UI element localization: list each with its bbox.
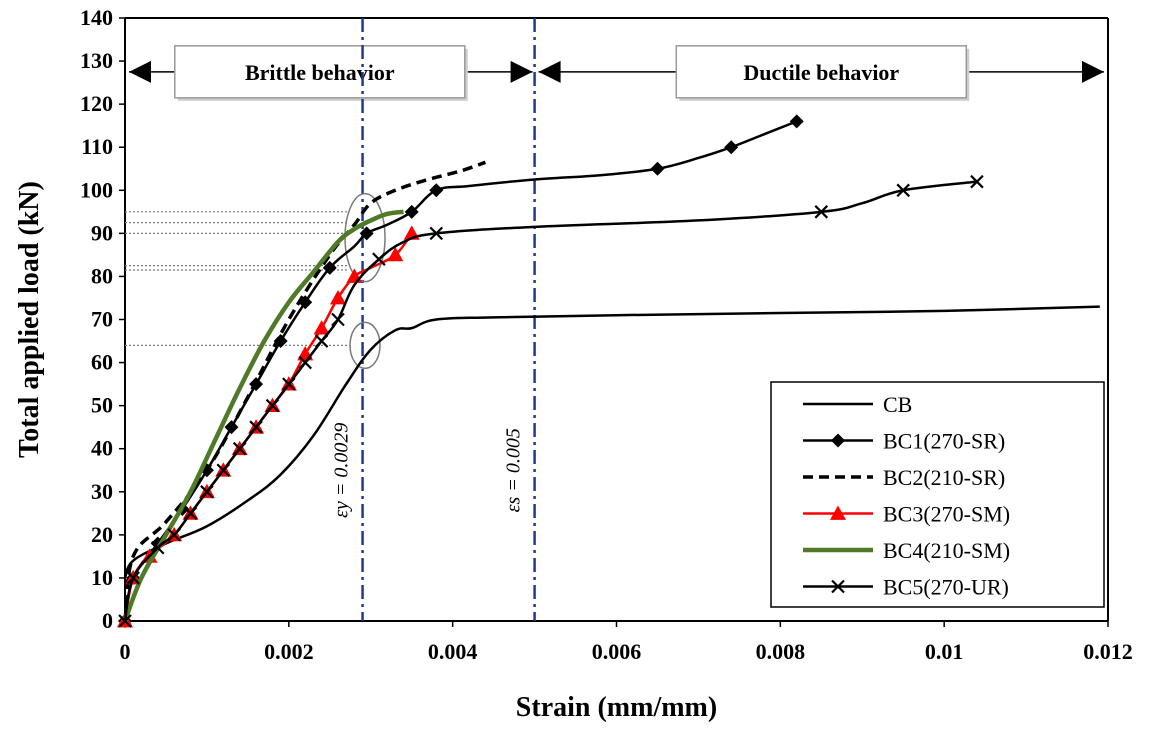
data-point xyxy=(896,183,910,198)
series-line xyxy=(123,160,487,622)
y-tick-label: 50 xyxy=(91,393,113,418)
data-point xyxy=(329,289,346,305)
legend-label: BC1(270-SR) xyxy=(883,429,1005,454)
data-point xyxy=(232,441,247,456)
region-arrow-right-icon xyxy=(1082,60,1104,83)
x-tick-label: 0.006 xyxy=(592,639,642,664)
data-point xyxy=(314,334,329,348)
y-tick-label: 90 xyxy=(91,220,113,245)
y-tick-label: 0 xyxy=(102,608,113,633)
series-bc1-270-sr- xyxy=(118,114,804,628)
x-tick-label: 0.012 xyxy=(1083,639,1133,664)
region-box xyxy=(174,45,466,99)
y-tick-label: 30 xyxy=(91,479,113,504)
data-point xyxy=(150,541,165,555)
region-label: Ductile behavior xyxy=(743,60,899,85)
data-point xyxy=(346,268,363,283)
y-tick-label: 120 xyxy=(80,91,113,116)
data-point xyxy=(183,506,198,521)
legend-box xyxy=(770,381,1105,608)
legend-label: BC4(210-SM) xyxy=(883,538,1010,563)
data-point xyxy=(724,140,739,155)
y-axis-title: Total applied load (kN) xyxy=(14,181,45,458)
data-point xyxy=(359,226,374,241)
x-tick-label: 0.01 xyxy=(925,639,964,664)
region-label: Brittle behavior xyxy=(245,60,395,85)
data-point xyxy=(126,571,140,585)
y-tick-label: 40 xyxy=(91,436,113,461)
region-box xyxy=(675,45,968,99)
data-point xyxy=(650,161,665,176)
data-point xyxy=(313,320,330,335)
data-point xyxy=(331,312,345,327)
data-point xyxy=(970,174,984,189)
x-tick-label: 0 xyxy=(120,639,131,664)
legend-label: BC5(270-UR) xyxy=(883,575,1009,600)
data-point xyxy=(249,420,263,434)
region-arrow-right-icon xyxy=(510,60,533,83)
data-point xyxy=(167,528,181,542)
series-line xyxy=(122,209,404,622)
data-point xyxy=(200,485,214,499)
series-line xyxy=(123,120,798,622)
legend-label: CB xyxy=(883,392,912,417)
x-axis-title: Strain (mm/mm) xyxy=(516,692,717,723)
data-point xyxy=(265,398,280,413)
data-point xyxy=(429,183,444,198)
x-tick-label: 0.008 xyxy=(756,639,806,664)
series-bc3-270-sm- xyxy=(117,225,420,628)
y-tick-label: 60 xyxy=(91,350,113,375)
data-point xyxy=(216,463,231,478)
y-tick-label: 80 xyxy=(91,263,113,288)
legend-label: BC2(210-SR) xyxy=(883,465,1005,490)
series-line xyxy=(123,305,1100,579)
series-line xyxy=(123,232,413,622)
y-tick-label: 10 xyxy=(91,565,113,590)
series-bc2-210-sr- xyxy=(123,160,487,622)
series-bc5-270-ur- xyxy=(118,174,984,628)
y-tick-label: 140 xyxy=(80,5,113,30)
region-arrow-left-icon xyxy=(538,60,561,83)
reference-line-label: εs = 0.005 xyxy=(503,428,525,512)
data-point xyxy=(298,355,312,370)
series-cb xyxy=(123,305,1100,579)
data-point xyxy=(429,226,444,241)
region-arrow-left-icon xyxy=(129,60,151,83)
reference-line-label: εy = 0.0029 xyxy=(331,423,353,518)
legend-marker xyxy=(831,433,845,448)
data-point xyxy=(322,260,337,275)
y-tick-label: 130 xyxy=(80,48,113,73)
legend-marker xyxy=(830,505,846,520)
data-point xyxy=(404,204,419,219)
series-bc4-210-sm- xyxy=(122,209,404,622)
legend-label: BC3(270-SM) xyxy=(883,502,1010,527)
y-tick-label: 20 xyxy=(91,522,113,547)
y-tick-label: 110 xyxy=(81,134,113,159)
x-tick-label: 0.004 xyxy=(428,639,478,664)
data-point xyxy=(372,252,386,266)
yield-ellipse xyxy=(349,321,381,370)
data-point xyxy=(814,205,829,219)
legend-marker xyxy=(831,579,845,594)
data-point xyxy=(387,246,404,262)
data-point xyxy=(789,114,804,129)
x-tick-label: 0.002 xyxy=(264,639,314,664)
data-point xyxy=(118,614,132,628)
y-tick-label: 70 xyxy=(91,307,113,332)
y-tick-label: 100 xyxy=(80,177,113,202)
data-point xyxy=(282,377,296,391)
